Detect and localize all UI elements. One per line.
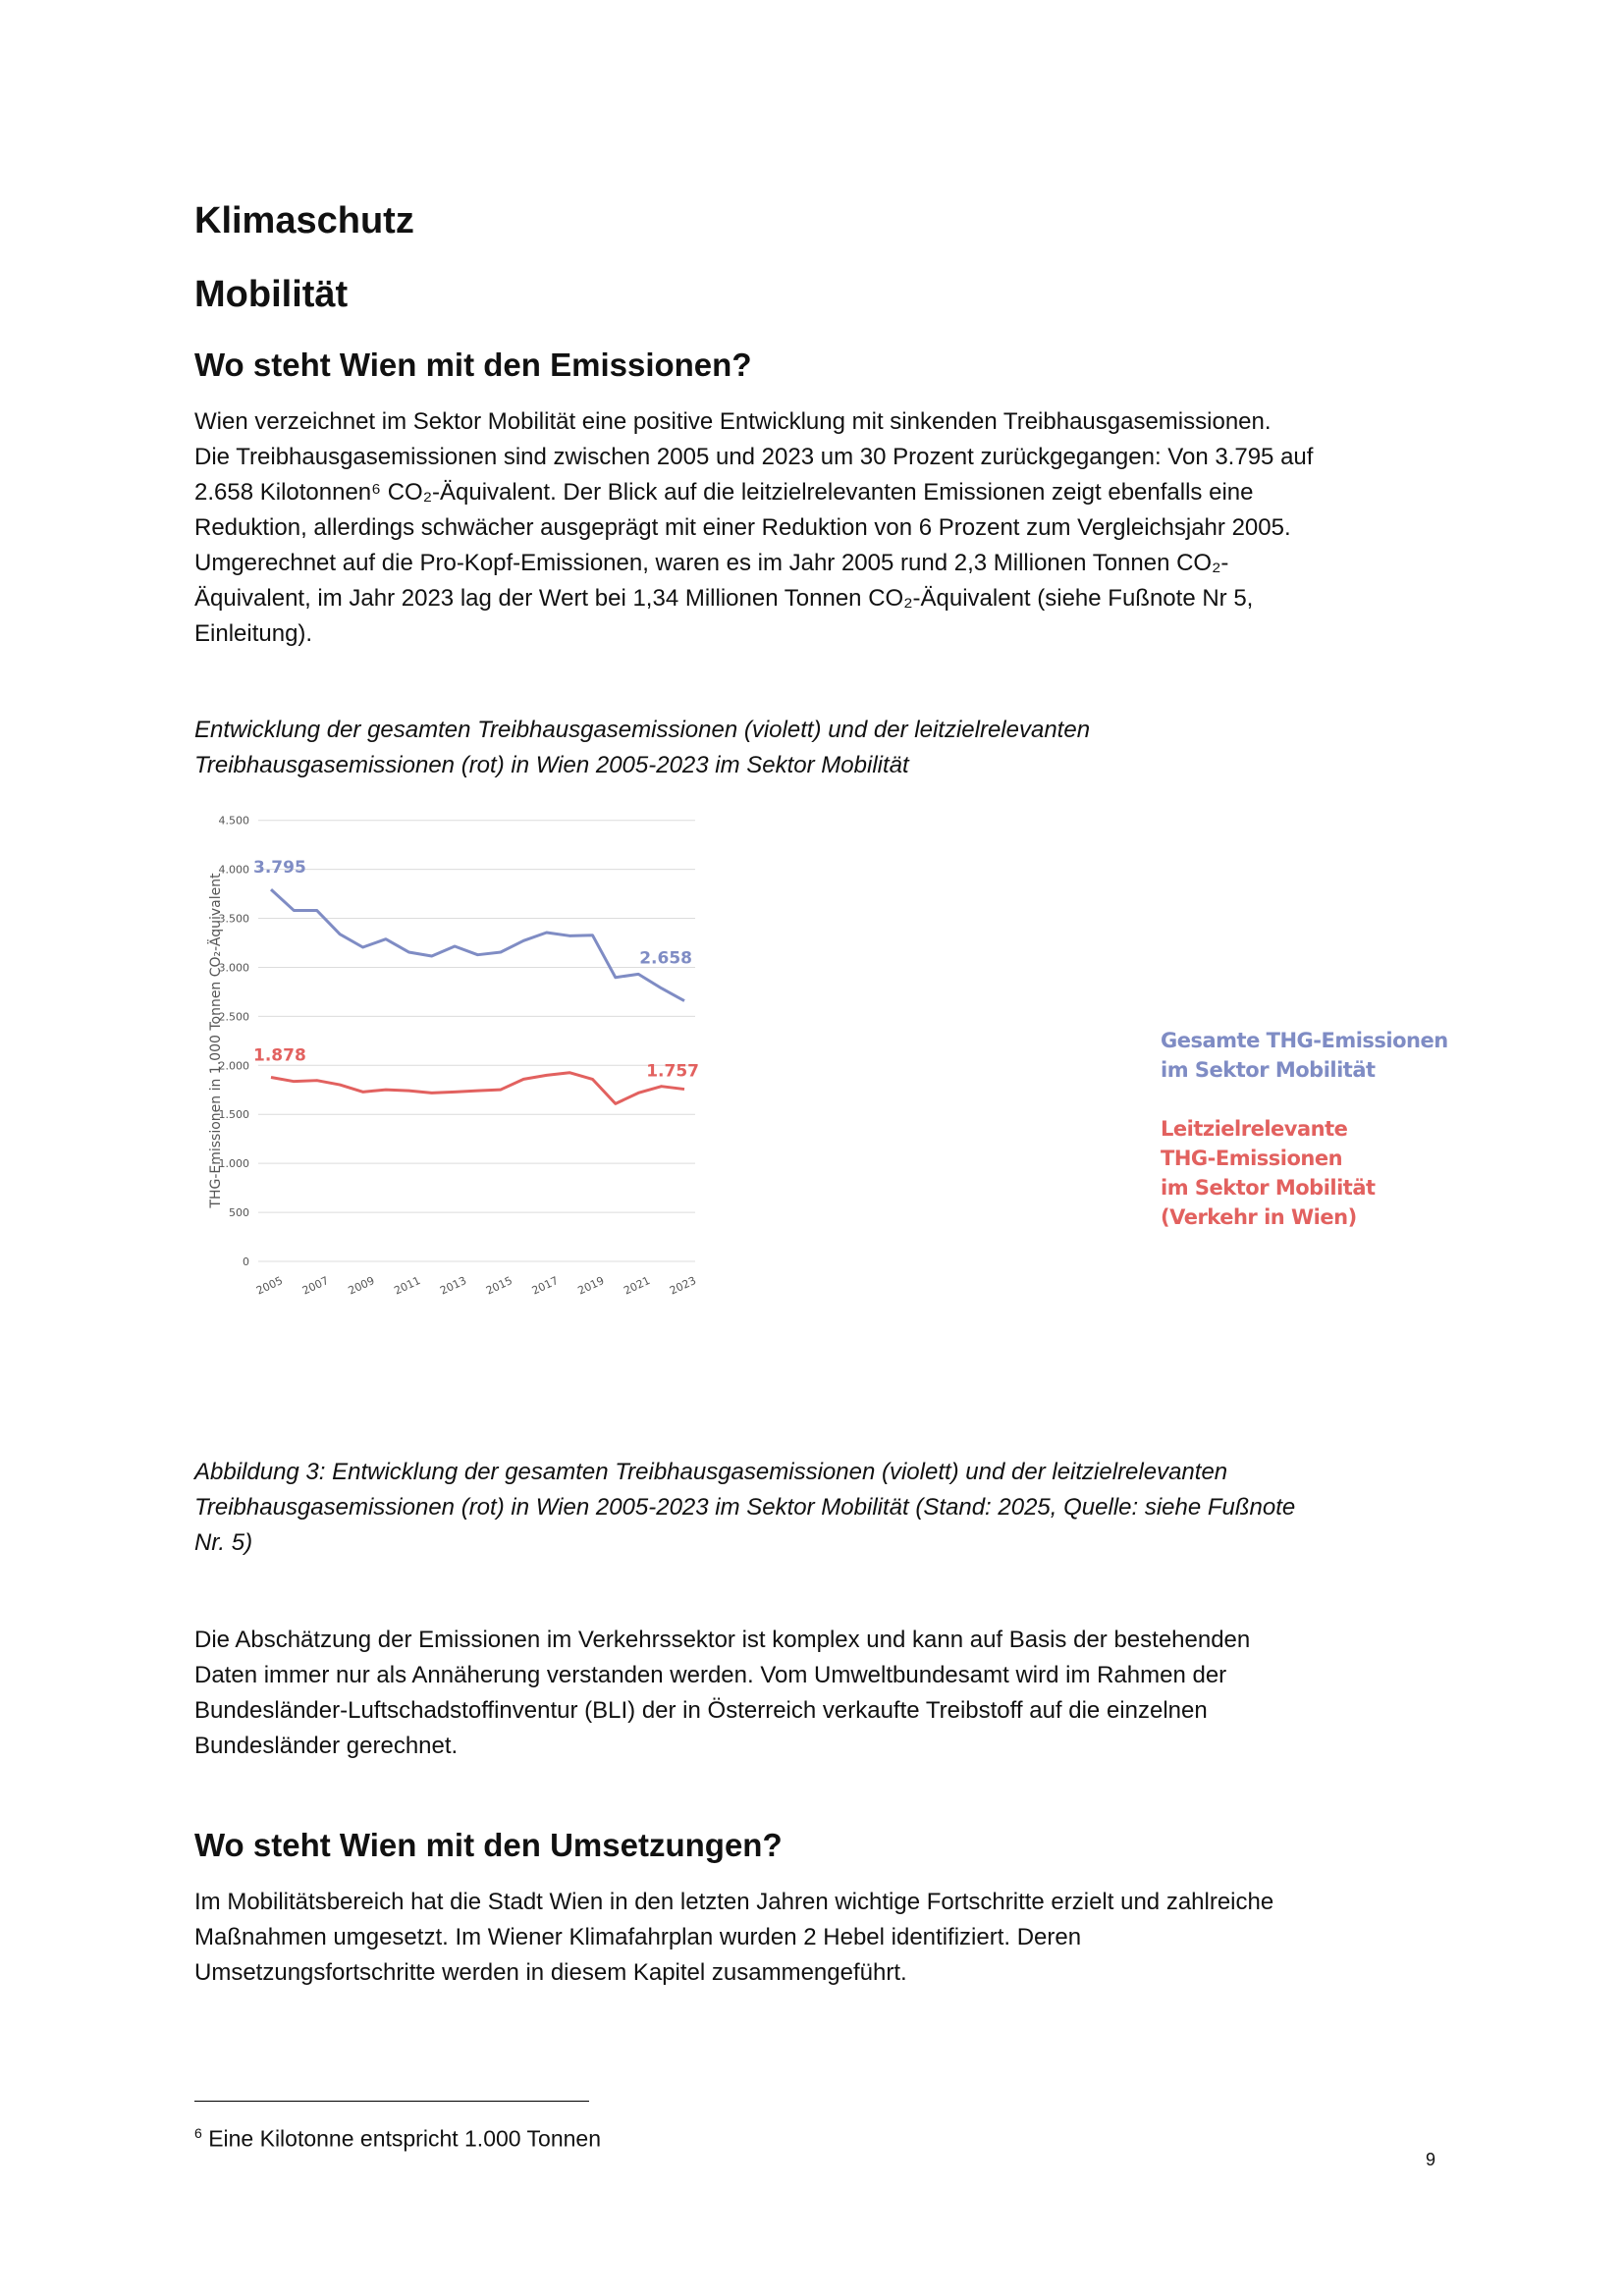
text-line: Entwicklung der gesamten Treibhausgasemi… bbox=[194, 717, 1091, 743]
heading-emissions: Wo steht Wien mit den Emissionen? bbox=[194, 347, 752, 383]
paragraph-3: Im Mobilitätsbereich hat die Stadt Wien … bbox=[194, 1885, 1273, 1991]
legend-leitziel: Leitzielrelevante THG-Emissionen im Sekt… bbox=[1161, 1114, 1376, 1232]
x-tick-label: 2007 bbox=[300, 1274, 331, 1298]
x-tick-label: 2015 bbox=[484, 1274, 514, 1298]
text-line: Im Mobilitätsbereich hat die Stadt Wien … bbox=[194, 1889, 1274, 1915]
end-value-label: 2.658 bbox=[639, 949, 692, 969]
y-tick-label: 4.000 bbox=[219, 864, 250, 877]
legend-line: THG-Emissionen bbox=[1161, 1147, 1343, 1170]
x-tick-label: 2021 bbox=[622, 1274, 652, 1298]
text-line: Einleitung). bbox=[194, 620, 313, 647]
text-line: Treibhausgasemissionen (rot) in Wien 200… bbox=[194, 752, 909, 778]
y-tick-label: 0 bbox=[243, 1255, 249, 1268]
chart-caption-above: Entwicklung der gesamten Treibhausgasemi… bbox=[194, 713, 1090, 783]
text-line: Reduktion, allerdings schwächer ausgeprä… bbox=[194, 514, 1291, 541]
x-tick-label: 2023 bbox=[668, 1274, 698, 1298]
legend-line: Leitzielrelevante bbox=[1161, 1117, 1348, 1141]
paragraph-2: Die Abschätzung der Emissionen im Verkeh… bbox=[194, 1623, 1250, 1764]
text-line: Treibhausgasemissionen (rot) in Wien 200… bbox=[194, 1494, 1296, 1521]
legend-line: im Sektor Mobilität bbox=[1161, 1058, 1376, 1082]
text-line: Maßnahmen umgesetzt. Im Wiener Klimafahr… bbox=[194, 1924, 1082, 1950]
x-tick-label: 2011 bbox=[392, 1274, 422, 1298]
text-line: Wien verzeichnet im Sektor Mobilität ein… bbox=[194, 408, 1272, 435]
y-tick-label: 1.500 bbox=[219, 1108, 250, 1121]
text-line: Abbildung 3: Entwicklung der gesamten Tr… bbox=[194, 1459, 1228, 1485]
x-tick-label: 2017 bbox=[530, 1274, 561, 1298]
y-tick-label: 3.500 bbox=[219, 913, 250, 926]
text-line: Umsetzungsfortschritte werden in diesem … bbox=[194, 1959, 907, 1986]
legend-line: (Verkehr in Wien) bbox=[1161, 1205, 1357, 1229]
y-tick-label: 1.000 bbox=[219, 1157, 250, 1170]
legend-line: Gesamte THG-Emissionen bbox=[1161, 1029, 1448, 1052]
series-line-leitziel bbox=[270, 1071, 685, 1105]
text-line: Bundesländer-Luftschadstoffinventur (BLI… bbox=[194, 1697, 1208, 1724]
x-tick-label: 2013 bbox=[438, 1274, 468, 1298]
text-line: 2.658 Kilotonnen⁶ CO₂-Äquivalent. Der Bl… bbox=[194, 479, 1254, 506]
text-line: Nr. 5) bbox=[194, 1529, 253, 1556]
heading-klimaschutz: Klimaschutz bbox=[194, 200, 414, 241]
paragraph-1: Wien verzeichnet im Sektor Mobilität ein… bbox=[194, 404, 1313, 652]
page-number: 9 bbox=[1426, 2150, 1436, 2169]
end-value-label: 1.757 bbox=[646, 1062, 699, 1082]
text-line: Umgerechnet auf die Pro-Kopf-Emissionen,… bbox=[194, 550, 1229, 576]
x-tick-label: 2009 bbox=[347, 1274, 377, 1298]
footnote-divider bbox=[194, 2101, 589, 2102]
y-axis-label: THG-Emissionen in 1.000 Tonnen CO₂-Äquiv… bbox=[206, 873, 224, 1209]
heading-implementation: Wo steht Wien mit den Umsetzungen? bbox=[194, 1827, 783, 1863]
legend-total: Gesamte THG-Emissionen im Sektor Mobilit… bbox=[1161, 1026, 1448, 1085]
start-value-label: 3.795 bbox=[253, 858, 306, 878]
y-tick-label: 2.500 bbox=[219, 1010, 250, 1023]
text-line: Äquivalent, im Jahr 2023 lag der Wert be… bbox=[194, 585, 1254, 612]
text-line: Bundesländer gerechnet. bbox=[194, 1733, 459, 1759]
y-tick-label: 2.000 bbox=[219, 1059, 250, 1072]
y-tick-label: 4.500 bbox=[219, 815, 250, 828]
start-value-label: 1.878 bbox=[253, 1045, 306, 1065]
text-line: Die Treibhausgasemissionen sind zwischen… bbox=[194, 444, 1314, 470]
series-line-total bbox=[269, 887, 685, 1002]
figure-caption: Abbildung 3: Entwicklung der gesamten Tr… bbox=[194, 1455, 1295, 1561]
text-line: Die Abschätzung der Emissionen im Verkeh… bbox=[194, 1627, 1251, 1653]
footnote-marker: 6 bbox=[194, 2125, 202, 2141]
x-tick-label: 2005 bbox=[254, 1274, 285, 1298]
x-tick-label: 2019 bbox=[576, 1274, 607, 1298]
heading-mobilitaet: Mobilität bbox=[194, 274, 349, 315]
y-tick-label: 500 bbox=[229, 1206, 249, 1219]
footnote: 6 Eine Kilotonne entspricht 1.000 Tonnen bbox=[194, 2118, 601, 2154]
emissions-line-chart: 0 500 1.000 1.500 2.000 2.500 3.000 3.500 4.000 4… bbox=[206, 815, 699, 1298]
text-line: Daten immer nur als Annäherung verstande… bbox=[194, 1662, 1227, 1688]
footnote-text: Eine Kilotonne entspricht 1.000 Tonnen bbox=[208, 2125, 602, 2152]
y-tick-label: 3.000 bbox=[219, 961, 250, 974]
legend-line: im Sektor Mobilität bbox=[1161, 1176, 1376, 1200]
